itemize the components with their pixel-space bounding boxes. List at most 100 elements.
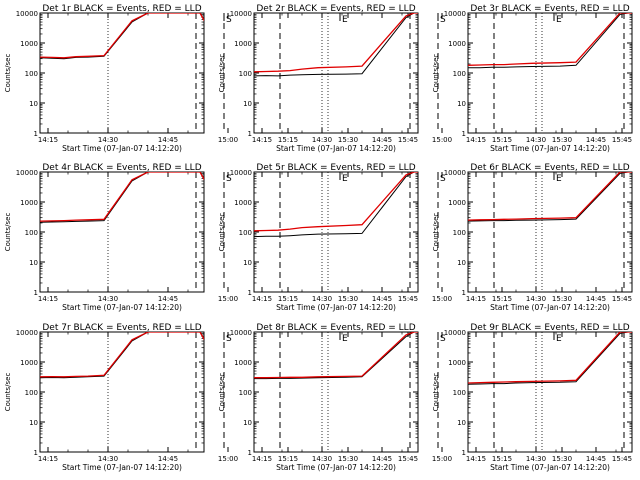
y-tick-label: 1 bbox=[462, 449, 466, 457]
y-tick-label: 10000 bbox=[230, 169, 252, 177]
y-tick-label: 1 bbox=[34, 289, 38, 297]
x-tick-label: 15:45 bbox=[398, 455, 418, 463]
y-tick-label: 10 bbox=[29, 100, 38, 108]
y-tick-label: 100 bbox=[453, 389, 466, 397]
marker-label-e: E bbox=[556, 174, 562, 184]
plot-frame bbox=[39, 331, 205, 453]
y-axis-label: Counts/sec bbox=[4, 373, 12, 412]
y-tick-label: 1000 bbox=[448, 199, 466, 207]
y-axis-label: Counts/sec bbox=[4, 54, 12, 93]
panel-3: Det 3r BLACK = Events, RED = LLD Counts/s… bbox=[432, 4, 633, 153]
panel-title: Det 1r BLACK = Events, RED = LLD bbox=[42, 4, 201, 14]
series-line-events bbox=[40, 172, 204, 223]
x-axis-label: Start Time (07-Jan-07 14:12:20) bbox=[276, 303, 396, 312]
plot-frame bbox=[39, 12, 205, 134]
x-axis-label: Start Time (07-Jan-07 14:12:20) bbox=[276, 463, 396, 472]
y-tick-label: 1000 bbox=[448, 40, 466, 48]
marker-label-s: S bbox=[440, 334, 446, 344]
x-tick-label: 14:45 bbox=[158, 455, 178, 463]
x-tick-label: 14:30 bbox=[526, 455, 546, 463]
x-tick-label: 14:15 bbox=[252, 136, 272, 144]
x-tick-label: 14:15 bbox=[466, 136, 486, 144]
plot-frame bbox=[39, 171, 205, 293]
y-tick-label: 1 bbox=[34, 130, 38, 138]
x-axis-label: Start Time (07-Jan-07 14:12:20) bbox=[62, 303, 182, 312]
x-axis-label: Start Time (07-Jan-07 14:12:20) bbox=[276, 144, 396, 153]
x-axis-label: Start Time (07-Jan-07 14:12:20) bbox=[490, 144, 610, 153]
x-tick-label: 14:45 bbox=[372, 295, 392, 303]
x-tick-label: 15:30 bbox=[552, 136, 572, 144]
series-line-lld bbox=[254, 332, 418, 379]
y-tick-label: 10000 bbox=[230, 10, 252, 18]
series-line-events bbox=[468, 13, 632, 69]
y-tick-label: 1 bbox=[462, 130, 466, 138]
y-tick-label: 10 bbox=[29, 419, 38, 427]
panel-2: Det 2r BLACK = Events, RED = LLD Counts/s… bbox=[218, 4, 632, 153]
plot-frame bbox=[253, 331, 419, 453]
x-tick-label: 15:30 bbox=[338, 455, 358, 463]
x-tick-label: 14:30 bbox=[98, 136, 118, 144]
y-tick-label: 100 bbox=[25, 70, 38, 78]
x-tick-label: 15:45 bbox=[612, 295, 632, 303]
x-tick-label: 15:15 bbox=[492, 455, 512, 463]
x-tick-label: 15:30 bbox=[338, 295, 358, 303]
y-tick-label: 10 bbox=[457, 419, 466, 427]
x-tick-label: 15:45 bbox=[398, 295, 418, 303]
y-tick-label: 10000 bbox=[16, 169, 38, 177]
y-tick-label: 10000 bbox=[444, 169, 466, 177]
x-tick-label: 14:15 bbox=[38, 455, 58, 463]
x-tick-label: 15:30 bbox=[552, 455, 572, 463]
x-tick-label: 15:15 bbox=[492, 295, 512, 303]
marker-label-e: E bbox=[342, 174, 348, 184]
x-tick-label: 15:45 bbox=[612, 455, 632, 463]
y-tick-label: 1000 bbox=[234, 40, 252, 48]
x-tick-label: 14:15 bbox=[466, 295, 486, 303]
x-tick-label: 14:15 bbox=[252, 455, 272, 463]
x-tick-label: 15:15 bbox=[278, 136, 298, 144]
x-tick-label: 15:00 bbox=[432, 455, 452, 463]
y-tick-label: 10 bbox=[457, 100, 466, 108]
y-axis-label: Counts/sec bbox=[432, 54, 440, 93]
y-tick-label: 10 bbox=[243, 419, 252, 427]
x-tick-label: 14:45 bbox=[158, 295, 178, 303]
x-tick-label: 14:15 bbox=[38, 295, 58, 303]
panel-9: Det 9r BLACK = Events, RED = LLD Counts/s… bbox=[432, 323, 633, 472]
plot-frame bbox=[467, 171, 633, 293]
x-tick-label: 14:30 bbox=[98, 295, 118, 303]
x-tick-label: 15:30 bbox=[338, 136, 358, 144]
y-tick-label: 100 bbox=[453, 229, 466, 237]
marker-label-e: E bbox=[342, 15, 348, 25]
marker-label-s: S bbox=[226, 15, 232, 25]
x-tick-label: 14:15 bbox=[38, 136, 58, 144]
x-tick-label: 14:45 bbox=[158, 136, 178, 144]
panel-1: Det 1r BLACK = Events, RED = LLD Counts/s… bbox=[4, 4, 418, 153]
series-line-lld bbox=[468, 172, 632, 221]
x-tick-label: 14:15 bbox=[466, 455, 486, 463]
x-tick-label: 15:15 bbox=[278, 295, 298, 303]
x-tick-label: 15:00 bbox=[218, 295, 238, 303]
y-tick-label: 10 bbox=[243, 259, 252, 267]
panel-title: Det 9r BLACK = Events, RED = LLD bbox=[470, 323, 629, 333]
panel-title: Det 2r BLACK = Events, RED = LLD bbox=[256, 4, 415, 14]
panel-title: Det 5r BLACK = Events, RED = LLD bbox=[256, 163, 415, 173]
panel-6: Det 6r BLACK = Events, RED = LLD Counts/s… bbox=[432, 163, 633, 312]
x-axis-label: Start Time (07-Jan-07 14:12:20) bbox=[490, 463, 610, 472]
y-tick-label: 1 bbox=[34, 449, 38, 457]
y-tick-label: 1 bbox=[248, 130, 252, 138]
y-axis-label: Counts/sec bbox=[432, 213, 440, 252]
x-tick-label: 15:00 bbox=[218, 455, 238, 463]
panel-title: Det 4r BLACK = Events, RED = LLD bbox=[42, 163, 201, 173]
x-tick-label: 14:30 bbox=[312, 136, 332, 144]
panel-title: Det 6r BLACK = Events, RED = LLD bbox=[470, 163, 629, 173]
marker-label-s: S bbox=[440, 15, 446, 25]
series-line-lld bbox=[468, 332, 632, 384]
y-tick-label: 1000 bbox=[234, 359, 252, 367]
y-tick-label: 10 bbox=[457, 259, 466, 267]
y-axis-label: Counts/sec bbox=[218, 54, 226, 93]
series-line-events bbox=[254, 13, 418, 77]
y-axis-label: Counts/sec bbox=[432, 373, 440, 412]
x-tick-label: 14:45 bbox=[586, 455, 606, 463]
panel-7: Det 7r BLACK = Events, RED = LLD Counts/s… bbox=[4, 323, 418, 472]
y-tick-label: 10000 bbox=[444, 10, 466, 18]
series-line-lld bbox=[40, 13, 204, 59]
